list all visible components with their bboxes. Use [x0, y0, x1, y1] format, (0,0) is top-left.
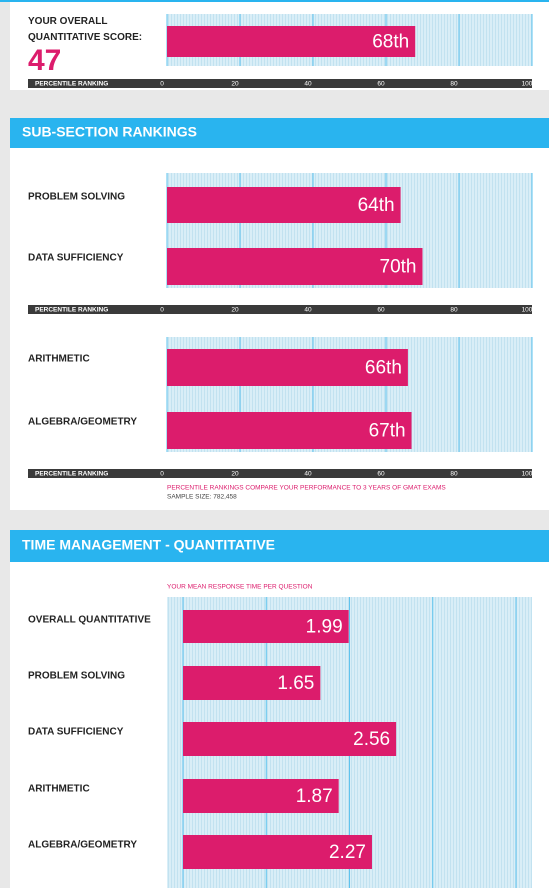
value-label: 68th: [372, 32, 409, 53]
bar: [183, 610, 349, 643]
bar: [183, 835, 372, 869]
value-label: 1.87: [296, 786, 333, 807]
section-title: SUB-SECTION RANKINGS: [22, 124, 197, 140]
bar: [167, 412, 412, 449]
x-tick-label: 0: [160, 81, 164, 88]
x-tick-label: 100: [522, 307, 533, 314]
category-label: ALGEBRA/GEOMETRY: [28, 417, 137, 428]
section-header: [10, 530, 549, 562]
category-label: ARITHMETIC: [28, 784, 90, 795]
value-label: 2.27: [329, 842, 366, 863]
annotation: PERCENTILE RANKINGS COMPARE YOUR PERFORM…: [167, 485, 446, 492]
x-tick-label: 100: [522, 81, 533, 88]
category-label: ARITHMETIC: [28, 354, 90, 365]
x-tick-label: 40: [304, 471, 312, 478]
x-tick-label: 40: [304, 307, 312, 314]
section-title: TIME MANAGEMENT - QUANTITATIVE: [22, 537, 275, 553]
category-label: PROBLEM SOLVING: [28, 671, 125, 682]
x-tick-label: 100: [522, 471, 533, 478]
bar: [167, 26, 416, 57]
x-axis-label: PERCENTILE RANKING: [35, 471, 108, 478]
x-tick-label: 80: [450, 471, 458, 478]
x-tick-label: 20: [231, 471, 239, 478]
x-axis-label: PERCENTILE RANKING: [35, 81, 108, 88]
value-label: 1.99: [306, 617, 343, 638]
x-tick-label: 40: [304, 81, 312, 88]
x-tick-label: 80: [450, 81, 458, 88]
category-label: DATA SUFFICIENCY: [28, 727, 124, 738]
x-tick-label: 60: [377, 307, 385, 314]
x-tick-label: 0: [160, 307, 164, 314]
value-label: 2.56: [353, 729, 390, 750]
bar: [167, 187, 401, 223]
chart-subtitle: YOUR MEAN RESPONSE TIME PER QUESTION: [167, 584, 313, 591]
category-label: ALGEBRA/GEOMETRY: [28, 840, 137, 851]
value-label: 67th: [369, 421, 406, 442]
x-tick-label: 20: [231, 81, 239, 88]
section-header: [10, 118, 549, 148]
bar: [183, 722, 397, 756]
x-tick-label: 20: [231, 307, 239, 314]
axis-strip: [28, 79, 532, 88]
top-rule: [0, 0, 549, 2]
annotation: SAMPLE SIZE: 782,458: [167, 494, 237, 501]
bar: [183, 779, 339, 813]
x-axis-label: PERCENTILE RANKING: [35, 307, 108, 314]
category-label: OVERALL QUANTITATIVE: [28, 615, 151, 626]
value-label: 1.65: [277, 673, 314, 694]
x-tick-label: 60: [377, 81, 385, 88]
x-tick-label: 80: [450, 307, 458, 314]
bar: [167, 349, 408, 386]
value-label: 66th: [365, 358, 402, 379]
category-label: DATA SUFFICIENCY: [28, 253, 124, 264]
x-tick-label: 60: [377, 471, 385, 478]
value-label: 64th: [358, 195, 395, 216]
score-value: 47: [28, 44, 61, 77]
bar: [183, 666, 321, 700]
axis-strip: [28, 469, 532, 478]
value-label: 70th: [380, 257, 417, 278]
score-label: YOUR OVERALL QUANTITATIVE SCORE:: [28, 16, 143, 43]
category-label: PROBLEM SOLVING: [28, 192, 125, 203]
bar: [167, 248, 423, 285]
x-tick-label: 0: [160, 471, 164, 478]
axis-strip: [28, 305, 532, 314]
